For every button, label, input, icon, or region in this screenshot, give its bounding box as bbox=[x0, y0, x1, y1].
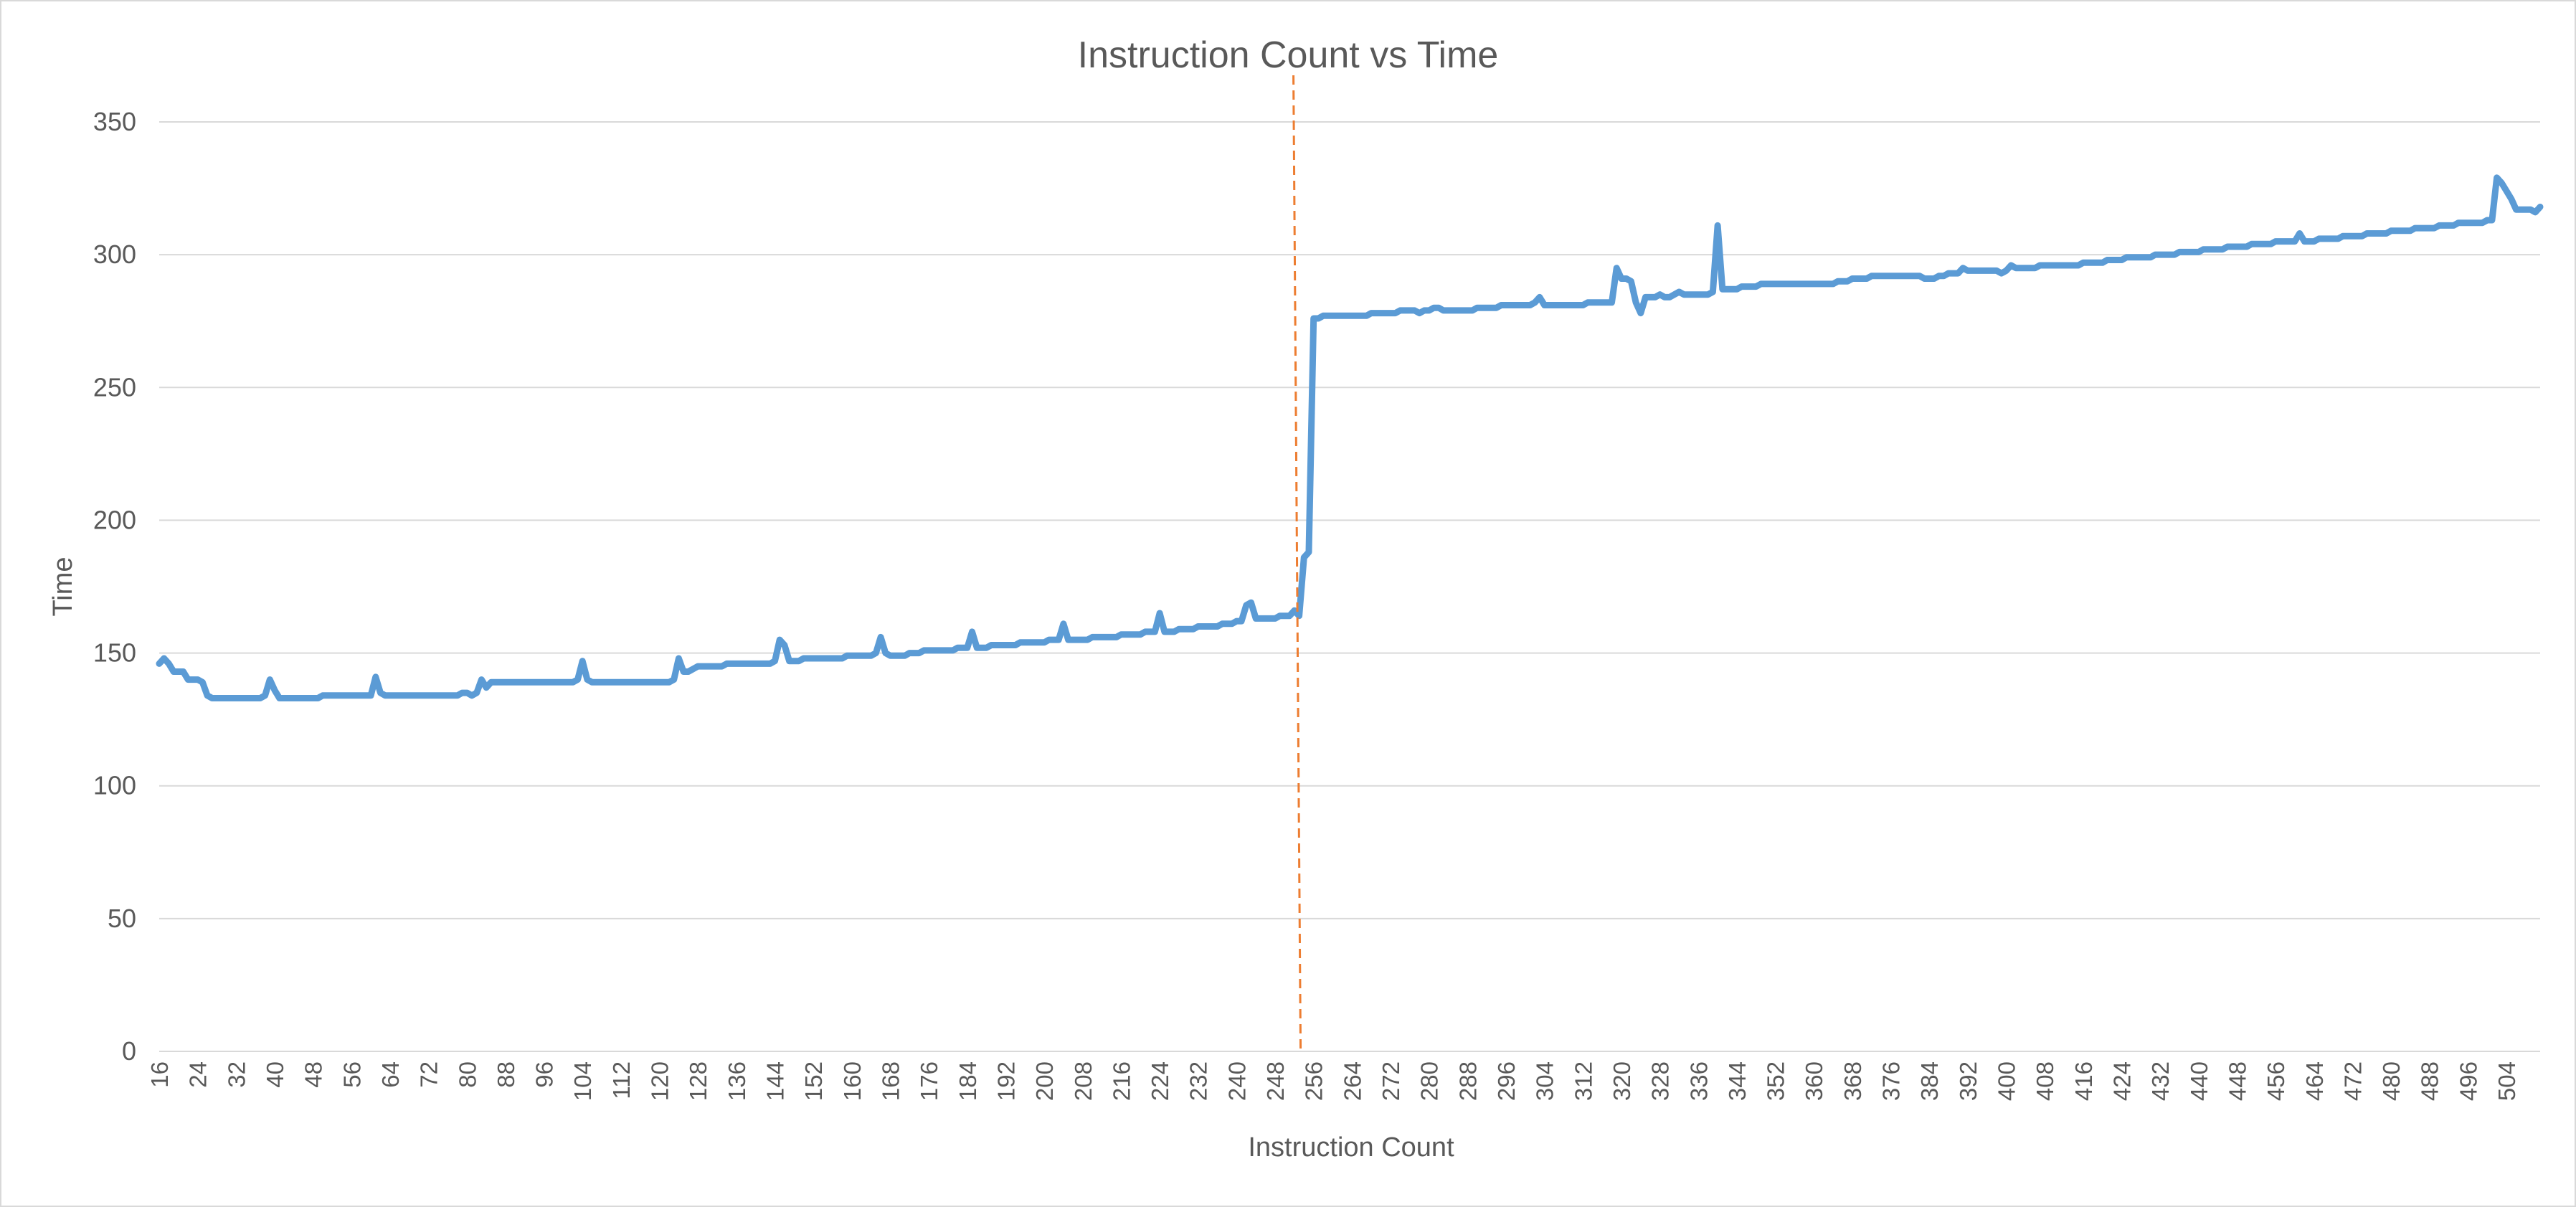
x-tick-label: 272 bbox=[1378, 1061, 1404, 1101]
x-tick-label: 408 bbox=[2032, 1061, 2058, 1101]
x-tick-label: 104 bbox=[569, 1061, 596, 1101]
x-tick-label: 152 bbox=[800, 1061, 827, 1101]
reference-layer bbox=[1292, 75, 1302, 1052]
x-tick-label: 344 bbox=[1724, 1061, 1751, 1101]
x-tick-label: 424 bbox=[2108, 1061, 2135, 1101]
y-tick-label: 50 bbox=[108, 904, 136, 933]
y-axis-title: Time bbox=[48, 557, 78, 616]
x-tick-label: 480 bbox=[2378, 1061, 2405, 1101]
x-tick-label: 304 bbox=[1532, 1061, 1558, 1101]
x-tick-label: 320 bbox=[1609, 1061, 1635, 1101]
x-tick-label: 368 bbox=[1839, 1061, 1866, 1101]
x-tick-label: 456 bbox=[2263, 1061, 2289, 1101]
x-tick-label: 24 bbox=[185, 1061, 212, 1088]
chart-title: Instruction Count vs Time bbox=[1078, 34, 1499, 76]
x-tick-label: 328 bbox=[1647, 1061, 1674, 1101]
x-tick-label: 32 bbox=[223, 1061, 250, 1088]
x-tick-label: 264 bbox=[1339, 1061, 1365, 1101]
x-tick-label: 440 bbox=[2186, 1061, 2212, 1101]
x-tick-label: 224 bbox=[1147, 1061, 1173, 1101]
x-tick-label: 112 bbox=[608, 1061, 635, 1099]
x-tick-label: 256 bbox=[1301, 1061, 1327, 1101]
x-tick-label: 248 bbox=[1262, 1061, 1289, 1101]
reference-dashed-line bbox=[1292, 75, 1302, 1052]
x-tick-label: 200 bbox=[1031, 1061, 1058, 1101]
x-tick-label: 144 bbox=[762, 1061, 789, 1101]
x-tick-label: 240 bbox=[1223, 1061, 1250, 1101]
x-tick-label: 88 bbox=[493, 1061, 519, 1088]
x-tick-label: 232 bbox=[1185, 1061, 1212, 1101]
x-tick-label: 288 bbox=[1454, 1061, 1481, 1101]
x-tick-label: 64 bbox=[377, 1061, 404, 1088]
x-tick-labels: 16 24 32 40 48 56 64 72 80 88 96 104 112 120 128 136 144… bbox=[146, 1061, 2520, 1101]
x-tick-label: 336 bbox=[1685, 1061, 1712, 1101]
series-layer bbox=[156, 174, 2544, 701]
y-tick-labels: 0 50 100 150 200 250 300 350 bbox=[93, 107, 136, 1066]
x-tick-label: 472 bbox=[2339, 1061, 2366, 1101]
x-tick-label: 208 bbox=[1070, 1061, 1097, 1101]
x-tick-label: 312 bbox=[1570, 1061, 1596, 1101]
y-tick-label: 0 bbox=[122, 1036, 136, 1066]
gridlines bbox=[159, 121, 2540, 1052]
x-tick-label: 280 bbox=[1416, 1061, 1443, 1101]
x-tick-label: 96 bbox=[531, 1061, 558, 1088]
y-tick-label: 300 bbox=[93, 240, 136, 269]
x-tick-label: 128 bbox=[685, 1061, 711, 1101]
x-tick-label: 120 bbox=[647, 1061, 673, 1101]
x-tick-label: 360 bbox=[1801, 1061, 1827, 1101]
x-tick-label: 80 bbox=[454, 1061, 480, 1088]
y-tick-label: 350 bbox=[93, 107, 136, 136]
x-tick-label: 384 bbox=[1916, 1061, 1943, 1101]
series-line-0 bbox=[156, 174, 2544, 701]
x-tick-label: 184 bbox=[955, 1061, 981, 1101]
x-tick-label: 160 bbox=[839, 1061, 866, 1101]
y-tick-label: 150 bbox=[93, 638, 136, 668]
x-tick-label: 448 bbox=[2224, 1061, 2250, 1101]
x-tick-label: 48 bbox=[300, 1061, 327, 1088]
x-tick-label: 168 bbox=[877, 1061, 904, 1101]
x-tick-label: 504 bbox=[2494, 1061, 2520, 1101]
x-tick-label: 376 bbox=[1878, 1061, 1905, 1101]
x-tick-label: 416 bbox=[2070, 1061, 2097, 1101]
x-tick-label: 192 bbox=[993, 1061, 1019, 1101]
y-tick-label: 200 bbox=[93, 505, 136, 534]
x-tick-label: 16 bbox=[146, 1061, 173, 1088]
x-tick-label: 496 bbox=[2455, 1061, 2481, 1101]
x-tick-label: 400 bbox=[1994, 1061, 2020, 1101]
x-tick-label: 136 bbox=[724, 1061, 750, 1101]
x-tick-label: 432 bbox=[2147, 1061, 2174, 1101]
x-tick-label: 72 bbox=[416, 1061, 442, 1088]
y-tick-label: 250 bbox=[93, 372, 136, 402]
x-tick-label: 392 bbox=[1955, 1061, 1981, 1101]
x-tick-label: 488 bbox=[2417, 1061, 2443, 1101]
x-tick-label: 40 bbox=[262, 1061, 288, 1088]
x-tick-label: 352 bbox=[1763, 1061, 1789, 1101]
x-tick-label: 296 bbox=[1493, 1061, 1520, 1101]
x-tick-label: 176 bbox=[916, 1061, 942, 1101]
x-axis-title: Instruction Count bbox=[1248, 1132, 1454, 1163]
x-tick-label: 56 bbox=[338, 1061, 365, 1088]
y-tick-label: 100 bbox=[93, 771, 136, 800]
x-tick-label: 216 bbox=[1108, 1061, 1135, 1101]
x-tick-label: 464 bbox=[2301, 1061, 2328, 1101]
